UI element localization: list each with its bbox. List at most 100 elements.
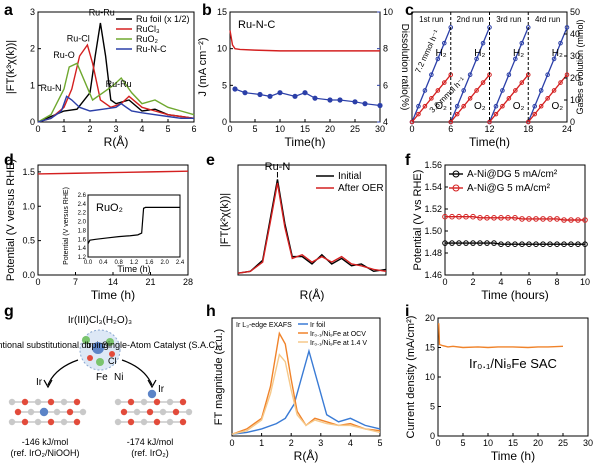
x-tick-label: 0 [409, 124, 414, 134]
data-point [538, 103, 544, 109]
data-point [422, 88, 428, 93]
y-tick-label: 0.5 [22, 236, 35, 246]
x-tick-label: 30 [583, 438, 593, 448]
legend-entry: Ir₀.₁/Ni₉Fe at 1.4 V [310, 340, 367, 347]
y-tick-label: 1.52 [424, 204, 442, 214]
panel-letter-e: e [206, 152, 215, 169]
lattice-atom-icon [34, 398, 42, 406]
o-atom-icon [109, 351, 115, 357]
lattice-atom-icon [47, 398, 55, 406]
data-point [554, 241, 560, 247]
data-point [480, 80, 486, 85]
x-tick-label: 4 [139, 124, 144, 134]
lattice-atom-icon [53, 408, 61, 416]
inset-y-tick-label: 1.4 [78, 246, 87, 252]
lattice-atom-icon [73, 418, 81, 426]
inset-y-tick-label: 2.2 [78, 211, 87, 217]
series-line-H₂ [488, 27, 529, 123]
series-line-O₂ [527, 74, 568, 123]
y-axis-label: |FT(k²χ(k))| [219, 193, 231, 247]
x-tick-label: 5 [377, 438, 382, 448]
data-point [470, 240, 476, 246]
data-point [526, 216, 532, 222]
lattice-atom-icon [47, 418, 55, 426]
right-tick-label: 8 [383, 44, 388, 54]
series-line-H₂ [450, 27, 491, 123]
right-tick-label: 40 [570, 29, 580, 39]
y-axis-label: Current density (mA/cm²) [405, 316, 417, 439]
data-point [477, 240, 483, 246]
data-point [470, 213, 476, 220]
series-line [231, 331, 381, 435]
series-line-H₂ [527, 27, 568, 123]
data-point [409, 119, 415, 125]
lattice-atom-icon [185, 408, 193, 416]
y-tick-label: 3 [30, 7, 35, 17]
dissolution-point [377, 102, 383, 109]
right-reference: (ref. IrO₂) [131, 448, 169, 458]
left-ir-label: Ir [36, 377, 43, 388]
right-tick-label: 20 [570, 73, 580, 83]
data-point [551, 88, 557, 93]
run-label: 4rd run [535, 15, 560, 24]
data-point [575, 241, 581, 247]
data-point [463, 240, 469, 246]
lattice-atom-icon [146, 408, 154, 416]
panel-letter-b: b [202, 2, 212, 19]
cl-atom-icon [82, 336, 90, 344]
data-point [442, 240, 448, 246]
right-tick-label: 10 [570, 95, 580, 105]
x-tick-label: 14 [108, 277, 118, 287]
x-tick-label: 4 [498, 277, 503, 287]
data-point [500, 103, 505, 109]
lattice-atom-icon [8, 398, 16, 406]
x-tick-label: 1 [259, 438, 264, 448]
dissolution-point [267, 93, 273, 99]
y-tick-label: 1.48 [424, 248, 442, 258]
data-point [582, 217, 588, 223]
series-line [37, 170, 189, 175]
data-point [525, 119, 531, 125]
y-tick-label: 15 [217, 7, 227, 17]
x-tick-label: 5 [252, 124, 257, 134]
data-point [491, 240, 497, 246]
inset-x-label: Time (h) [117, 264, 150, 274]
x-axis-label: R(Å) [294, 448, 319, 463]
peak-annotation: Ru-Cl [67, 33, 90, 43]
legend-entry: A-Ni@DG 5 mA/cm² [467, 169, 558, 180]
data-point [568, 241, 574, 247]
y-tick-label: 0 [430, 431, 435, 441]
data-point [519, 241, 525, 247]
data-point [554, 216, 560, 222]
ir-dopant-icon [39, 407, 49, 417]
panel-letter-d: d [4, 152, 14, 169]
x-tick-label: 12 [484, 124, 494, 134]
y-axis-label: Potential (V vs RHE) [412, 170, 424, 271]
data-point [449, 240, 455, 246]
lattice-atom-icon [140, 398, 148, 406]
data-point [545, 72, 550, 77]
inset-x-tick-label: 2.4 [176, 260, 185, 266]
data-point [540, 241, 546, 247]
y-axis-label: |FT(k³χ(k))| [5, 40, 17, 94]
lattice-atom-icon [60, 398, 68, 406]
x-tick-label: 6 [526, 277, 531, 287]
legend-entry: A-Ni@G 5 mA/cm² [467, 183, 551, 194]
lattice-atom-icon [133, 408, 141, 416]
right-tick-label: 10 [383, 7, 393, 17]
right-tick-label: 4 [383, 117, 388, 127]
data-point [435, 88, 441, 93]
data-point [484, 215, 490, 221]
x-tick-label: 10 [580, 277, 590, 287]
peak-annotation: Ru-O [53, 50, 75, 60]
data-point [513, 88, 518, 93]
data-point [474, 88, 479, 93]
data-point [551, 56, 557, 62]
data-point [422, 103, 428, 109]
inset-x-tick-label: 1.2 [130, 260, 139, 266]
schematic-panel-g: Ir(III)Cl₃(H₂O)₃ Ir Cl Conventional subs… [0, 315, 218, 458]
inset-x-tick-label: 0.0 [84, 260, 93, 266]
peak-annotation: Ru-Ru [106, 79, 132, 89]
x-tick-label: 2 [87, 124, 92, 134]
